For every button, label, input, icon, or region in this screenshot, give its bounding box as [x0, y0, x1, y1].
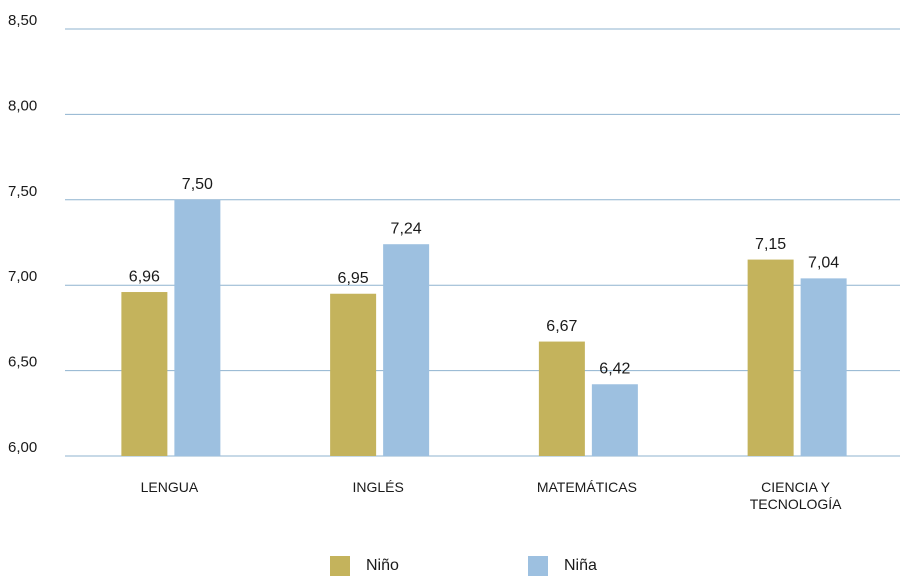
legend-label: Niña	[564, 557, 597, 574]
bar	[747, 259, 794, 456]
y-tick-label: 8,00	[8, 97, 37, 114]
data-label: 7,04	[808, 255, 839, 272]
data-label: 6,67	[546, 318, 577, 335]
bar	[591, 384, 638, 456]
y-tick-label: 6,00	[8, 439, 37, 456]
legend-label: Niño	[366, 557, 399, 574]
data-label: 7,50	[182, 176, 213, 193]
data-label: 6,95	[338, 270, 369, 287]
data-label: 7,15	[755, 236, 786, 253]
y-tick-label: 6,50	[8, 354, 37, 371]
bar	[383, 244, 430, 456]
legend-swatch	[528, 556, 548, 576]
x-tick-label: LENGUA	[141, 479, 199, 495]
data-label: 6,96	[129, 268, 160, 285]
y-tick-label: 7,50	[8, 183, 37, 200]
y-tick-label: 7,00	[8, 268, 37, 285]
bar	[330, 293, 377, 456]
y-tick-label: 8,50	[8, 12, 37, 29]
bar	[538, 341, 585, 456]
x-tick-label: MATEMÁTICAS	[537, 479, 637, 495]
bar	[121, 292, 168, 456]
data-label: 7,24	[391, 220, 422, 237]
data-label: 6,42	[599, 360, 630, 377]
bar	[800, 278, 847, 456]
x-tick-label: INGLÉS	[352, 479, 403, 495]
x-tick-label: CIENCIA Y TECNOLOGÍA	[750, 479, 842, 512]
legend-swatch	[330, 556, 350, 576]
bar	[174, 199, 221, 457]
